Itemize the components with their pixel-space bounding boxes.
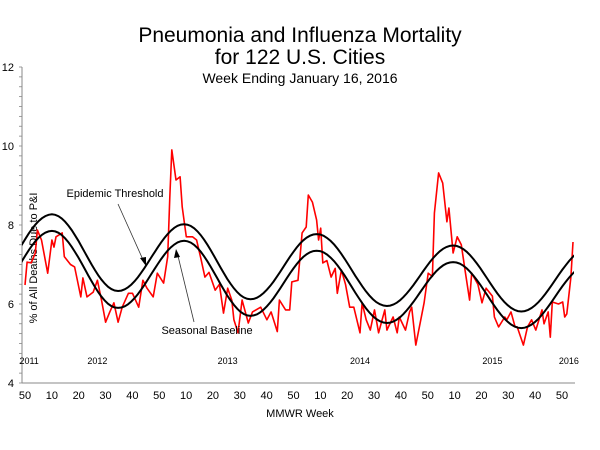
x-tick-label: 50 — [287, 390, 299, 402]
epidemic-threshold-arrow — [117, 203, 145, 263]
seasonal-baseline-arrow — [177, 255, 195, 323]
y-tick-label: 10 — [2, 141, 14, 153]
baseline-line — [22, 229, 574, 330]
y-tick-label: 4 — [8, 378, 14, 390]
threshold-line — [22, 213, 574, 313]
x-tick-label: 30 — [234, 390, 246, 402]
x-tick-label: 10 — [448, 390, 460, 402]
x-tick-label: 10 — [180, 390, 192, 402]
y-tick-label: 8 — [8, 220, 14, 232]
x-tick-label: 50 — [153, 390, 165, 402]
year-label: 2012 — [87, 356, 107, 366]
seasonal-baseline-label: Seasonal Baseline — [161, 325, 252, 337]
x-tick-label: 40 — [395, 390, 407, 402]
x-tick-label: 40 — [529, 390, 541, 402]
x-tick-label: 20 — [341, 390, 353, 402]
x-tick-label: 30 — [502, 390, 514, 402]
x-tick-label: 10 — [314, 390, 326, 402]
x-tick-label: 10 — [46, 390, 58, 402]
x-tick-label: 40 — [261, 390, 273, 402]
year-label: 2011 — [19, 356, 38, 366]
y-tick-label: 6 — [8, 299, 14, 311]
axes: 4 6 8 10 12 50 10 20 30 40 50 10 20 30 40 50 10 20 30 40 50 1… — [2, 62, 579, 402]
x-tick-label: 50 — [19, 390, 31, 402]
year-label: 2016 — [559, 356, 579, 366]
year-label: 2013 — [218, 356, 238, 366]
x-tick-label: 50 — [556, 390, 568, 402]
x-tick-label: 30 — [368, 390, 380, 402]
x-tick-label: 30 — [99, 390, 111, 402]
x-tick-label: 20 — [73, 390, 85, 402]
seasonal-baseline-arrowhead-icon — [174, 249, 180, 258]
chart-title-line2: for 122 U.S. Cities — [215, 46, 385, 69]
year-label: 2015 — [482, 356, 502, 366]
x-tick-label: 40 — [126, 390, 138, 402]
chart-title: Pneumonia and Influenza Mortality — [138, 24, 462, 47]
x-axis-label: MMWR Week — [266, 408, 334, 420]
x-tick-label: 50 — [422, 390, 434, 402]
x-tick-label: 20 — [475, 390, 487, 402]
observed-line — [24, 149, 574, 346]
annotations: Epidemic Threshold Seasonal Baseline — [66, 188, 252, 337]
x-tick-label: 20 — [207, 390, 219, 402]
epidemic-threshold-label: Epidemic Threshold — [66, 188, 163, 200]
chart-subtitle: Week Ending January 16, 2016 — [202, 70, 397, 86]
epidemic-threshold-arrowhead-icon — [140, 257, 146, 266]
year-label: 2014 — [350, 356, 370, 366]
y-tick-label: 12 — [2, 62, 14, 74]
